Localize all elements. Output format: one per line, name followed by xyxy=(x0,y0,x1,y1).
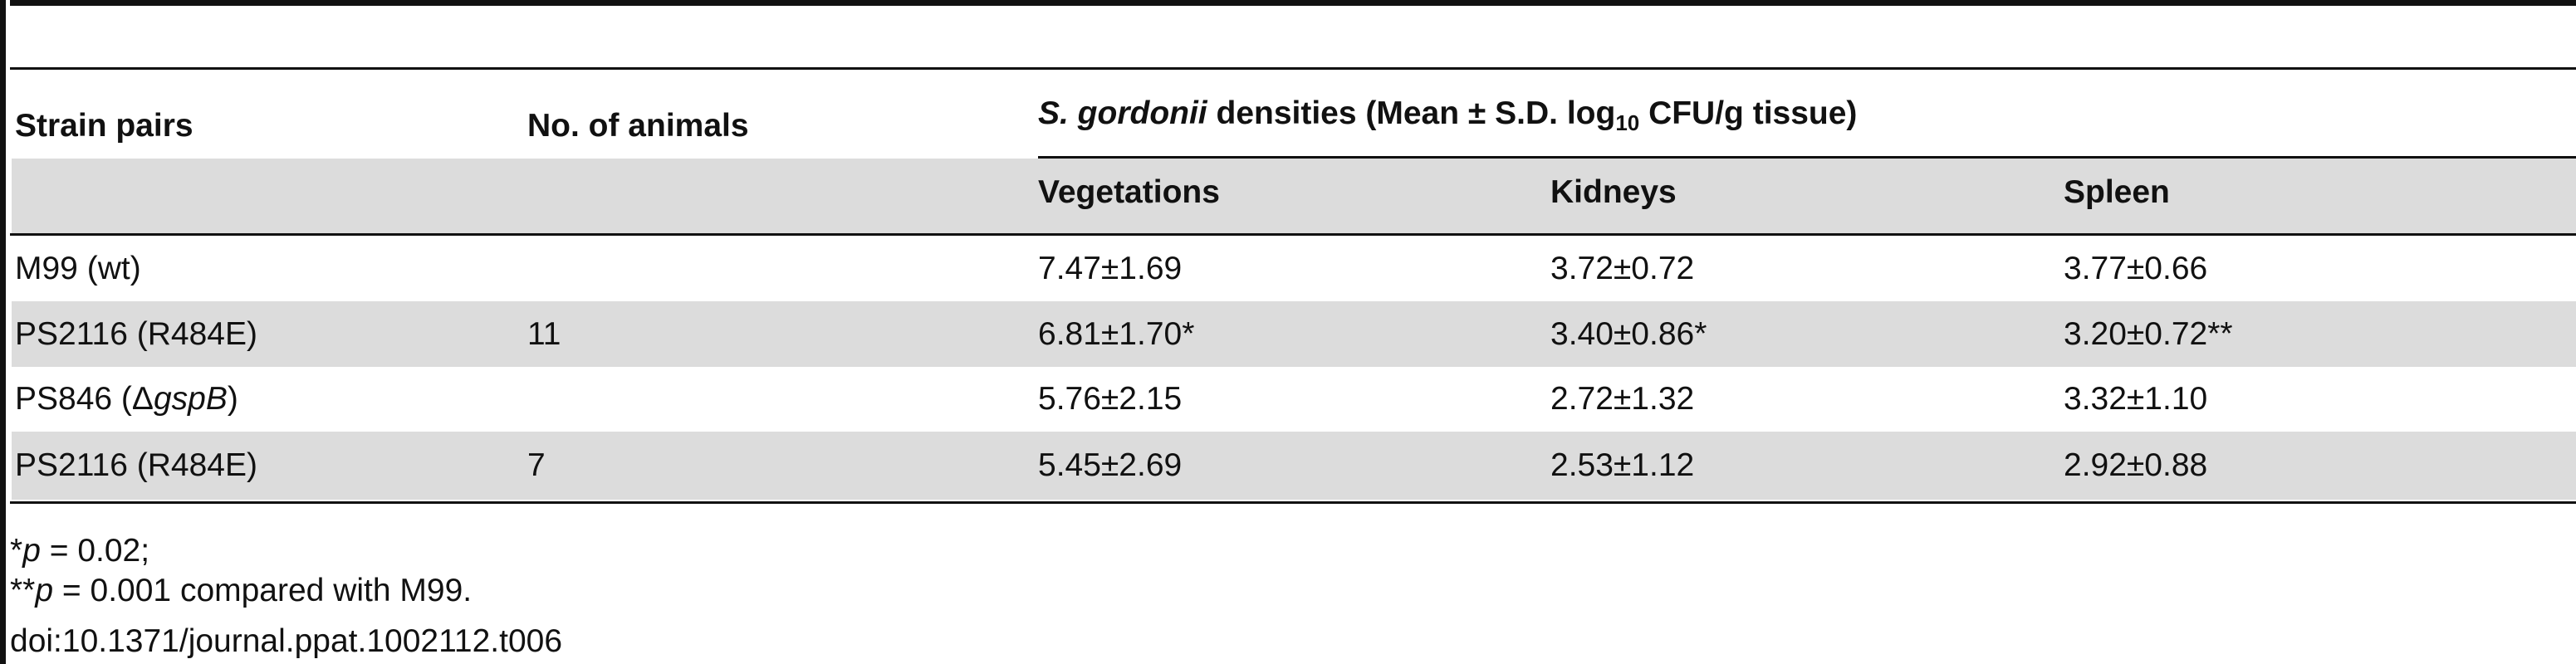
strain-part: ) xyxy=(227,381,238,417)
strain-cell: PS2116 (R484E) xyxy=(15,447,257,484)
column-header: Spleen xyxy=(2064,174,2170,210)
species: S. gordonii xyxy=(1038,95,1207,131)
header-text: densities (Mean ± S.D. log xyxy=(1207,95,1616,131)
header-rule xyxy=(10,67,2576,70)
top-rule xyxy=(10,0,2576,6)
footnote-part: doi:10.1371/journal.ppat.1002112.t006 xyxy=(10,623,563,659)
footnote: **p = 0.001 compared with M99. xyxy=(10,573,472,609)
spanning-rule xyxy=(1038,156,2576,159)
bottom-rule xyxy=(10,501,2576,504)
column-header: Vegetations xyxy=(1038,174,1220,210)
footnote-part: p xyxy=(22,533,41,569)
column-header: Kidneys xyxy=(1550,174,1677,210)
value-cell: 2.92±0.88 xyxy=(2064,447,2208,483)
subheader-rule xyxy=(10,233,2576,236)
footnote: *p = 0.02; xyxy=(10,533,149,569)
value-cell: 5.45±2.69 xyxy=(1038,447,1183,483)
header-band xyxy=(12,159,2576,234)
animals-cell: 11 xyxy=(527,316,561,352)
value-cell: 3.72±0.72 xyxy=(1550,251,1695,286)
strain-cell: M99 (wt) xyxy=(15,251,141,287)
value-cell: 3.32±1.10 xyxy=(2064,381,2208,417)
value-cell: 2.53±1.12 xyxy=(1550,447,1695,483)
strain-part: PS2116 (R484E) xyxy=(15,316,257,352)
value-cell: 7.47±1.69 xyxy=(1038,251,1183,286)
value-cell: 3.20±0.72** xyxy=(2064,316,2233,352)
value-cell: 6.81±1.70* xyxy=(1038,316,1195,352)
footnote-part: = 0.02; xyxy=(40,533,150,569)
value-cell: 3.40±0.86* xyxy=(1550,316,1707,352)
header-cell: No. of animals xyxy=(527,108,749,144)
strain-part: gspB xyxy=(153,381,228,417)
footnote-part: p xyxy=(35,573,54,608)
header-cell: Strain pairs xyxy=(15,108,193,144)
spanning-header: S. gordonii densities (Mean ± S.D. log10… xyxy=(1038,95,1858,135)
footnote-part: = 0.001 compared with M99. xyxy=(53,573,473,608)
strain-part: M99 (wt) xyxy=(15,251,141,286)
value-cell: 2.72±1.32 xyxy=(1550,381,1695,417)
left-border xyxy=(0,0,6,664)
footnote-part: * xyxy=(10,533,23,569)
strain-cell: PS846 (ΔgspB) xyxy=(15,381,238,417)
row-band xyxy=(12,301,2576,367)
row-band xyxy=(12,432,2576,500)
value-cell: 5.76±2.15 xyxy=(1038,381,1183,417)
header-text: CFU/g tissue) xyxy=(1639,95,1858,131)
value-cell: 3.77±0.66 xyxy=(2064,251,2208,286)
strain-part: PS2116 (R484E) xyxy=(15,447,257,483)
strain-cell: PS2116 (R484E) xyxy=(15,316,257,353)
strain-part: PS846 (Δ xyxy=(15,381,154,417)
subscript: 10 xyxy=(1615,110,1640,135)
animals-cell: 7 xyxy=(527,447,546,483)
footnote: doi:10.1371/journal.ppat.1002112.t006 xyxy=(10,623,562,660)
footnote-part: ** xyxy=(10,573,36,608)
